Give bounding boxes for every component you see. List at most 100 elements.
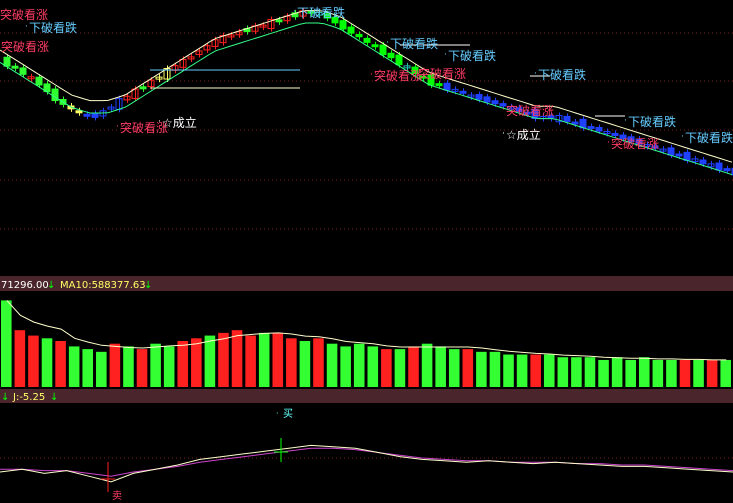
volume-bar <box>177 341 189 387</box>
volume-bar <box>462 349 474 387</box>
volume-bar <box>367 346 379 387</box>
volume-bar <box>163 346 175 387</box>
volume-bar <box>381 349 392 387</box>
volume-bar <box>530 354 541 387</box>
candle-body <box>107 106 115 110</box>
candle-body <box>315 11 323 16</box>
signal-dot: · <box>444 50 447 60</box>
signal-label-confirm: ☆成立 <box>506 127 541 142</box>
candle-body <box>675 153 683 157</box>
volume-bar <box>435 346 446 387</box>
candle-body <box>467 94 475 98</box>
signal-dot: · <box>624 116 627 126</box>
volume-bar <box>584 357 596 387</box>
volume-bar <box>476 351 487 387</box>
volume-bar <box>638 357 650 387</box>
volume-bar <box>245 335 256 387</box>
candle-body <box>515 107 523 113</box>
candle-body <box>611 132 619 137</box>
volume-bar <box>679 359 691 387</box>
candle-body <box>403 65 411 69</box>
candle-body <box>3 56 11 67</box>
volume-bar <box>14 330 26 387</box>
candle-body <box>371 44 379 48</box>
candle-body <box>155 76 163 80</box>
candle-body <box>491 100 499 105</box>
signal-dot: · <box>25 22 28 32</box>
candle-body <box>123 95 131 101</box>
candle-body <box>619 134 627 140</box>
signal-dot: · <box>607 138 610 148</box>
candle-body <box>643 144 651 148</box>
candle-body <box>179 58 187 68</box>
candle-body <box>139 86 147 90</box>
signal-label-break-down: 下破看跌 <box>685 130 733 145</box>
volume-bar <box>109 343 121 387</box>
candle-body <box>379 44 387 56</box>
volume-bar <box>41 338 53 387</box>
volume-bar <box>68 346 80 387</box>
candle-body <box>563 115 571 123</box>
signal-label-break-up: 突破看涨 <box>506 103 554 118</box>
candle-body <box>307 10 315 14</box>
candle-body <box>691 158 699 163</box>
vol-ma-label: MA10:588377.63 <box>60 280 146 291</box>
volume-ma-line <box>6 300 727 361</box>
candle-body <box>659 148 667 152</box>
volume-bar <box>191 338 202 387</box>
candle-body <box>683 151 691 161</box>
vol-ma-arrow: ↓ <box>144 280 152 291</box>
volume-bar <box>326 343 338 387</box>
volume-bar <box>82 349 94 387</box>
signal-label-break-down: 下破看跌 <box>297 5 345 20</box>
signal-labels: ·下破看跌·突破看涨·下破看跌·突破看涨·☆成立·下破看跌·下破看跌·突破看涨·… <box>0 5 733 151</box>
price-ma-line <box>0 10 733 163</box>
candle-body <box>635 138 643 145</box>
candle-body <box>195 50 203 56</box>
volume-bar <box>28 335 39 387</box>
candle-body <box>363 37 371 43</box>
candle-body <box>211 39 219 47</box>
candle-body <box>499 103 507 107</box>
volume-bar <box>204 335 216 387</box>
volume-bar <box>652 359 664 387</box>
candle-body <box>459 90 467 94</box>
candle-body <box>35 76 43 86</box>
signal-label-break-down: 下破看跌 <box>29 20 77 35</box>
ind-header: J:-5.25 <box>12 392 45 403</box>
price-ma2-line <box>0 22 733 176</box>
candle-body <box>483 96 491 103</box>
signal-dot: · <box>116 122 119 132</box>
candle-body <box>667 147 675 156</box>
signal-label-break-up: 突破看涨 <box>120 120 168 135</box>
signal-label-break-up: 突破看涨 <box>0 7 48 22</box>
candle-body <box>227 34 235 38</box>
signal-label-break-down: 下破看跌 <box>390 36 438 51</box>
signal-label-break-up: 突破看涨 <box>418 66 466 81</box>
volume-bar <box>693 359 704 387</box>
volume-bar <box>489 351 501 387</box>
volume-bar <box>421 343 433 387</box>
candle-body <box>11 65 19 69</box>
volume-bar <box>394 349 406 387</box>
candle-body <box>83 113 91 117</box>
ind-header-arrow2: ↓ <box>50 392 58 403</box>
candle-body <box>75 110 83 114</box>
signal-dot: · <box>293 7 296 17</box>
volume-bar <box>448 349 460 387</box>
volume-bar <box>286 338 297 387</box>
support-levels <box>150 44 625 117</box>
candle-body <box>235 31 243 36</box>
volume-bar <box>720 359 731 387</box>
volume-bar <box>313 338 324 387</box>
volume-bar <box>258 332 270 387</box>
volume-bar <box>598 359 609 387</box>
candle-body <box>275 19 283 23</box>
candle-body <box>147 79 155 88</box>
candle-body <box>411 66 419 75</box>
candle-body <box>435 83 443 87</box>
candle-body <box>443 82 451 91</box>
volume-bar <box>666 359 677 387</box>
volume-bar <box>625 359 636 387</box>
volume-bar <box>272 332 284 387</box>
